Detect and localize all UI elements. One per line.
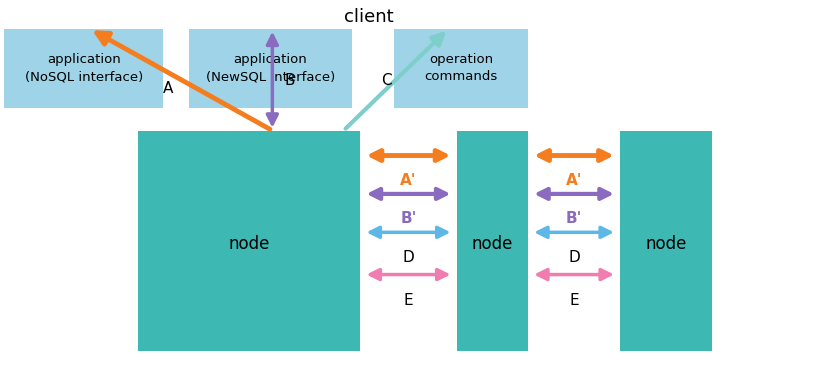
FancyBboxPatch shape bbox=[457, 131, 528, 351]
FancyBboxPatch shape bbox=[360, 131, 457, 351]
Text: C: C bbox=[381, 73, 392, 88]
Text: B: B bbox=[285, 73, 296, 88]
FancyBboxPatch shape bbox=[138, 131, 360, 351]
Text: application
(NoSQL interface): application (NoSQL interface) bbox=[24, 53, 143, 83]
Text: operation
commands: operation commands bbox=[424, 53, 498, 83]
Text: B': B' bbox=[566, 211, 582, 226]
Text: node: node bbox=[471, 235, 513, 253]
Text: A': A' bbox=[401, 173, 416, 188]
FancyBboxPatch shape bbox=[528, 131, 620, 351]
FancyBboxPatch shape bbox=[189, 29, 352, 108]
FancyBboxPatch shape bbox=[394, 29, 528, 108]
Text: A: A bbox=[163, 81, 173, 96]
FancyBboxPatch shape bbox=[620, 131, 712, 351]
Text: E: E bbox=[569, 293, 579, 308]
Text: D: D bbox=[402, 250, 415, 265]
FancyBboxPatch shape bbox=[4, 29, 163, 108]
Text: D: D bbox=[568, 250, 580, 265]
Text: node: node bbox=[645, 235, 687, 253]
Text: client: client bbox=[344, 8, 394, 26]
Text: application
(NewSQL interface): application (NewSQL interface) bbox=[205, 53, 335, 83]
Text: node: node bbox=[228, 235, 270, 253]
Text: B': B' bbox=[401, 211, 416, 226]
Text: E: E bbox=[404, 293, 413, 308]
Text: A': A' bbox=[566, 173, 582, 188]
